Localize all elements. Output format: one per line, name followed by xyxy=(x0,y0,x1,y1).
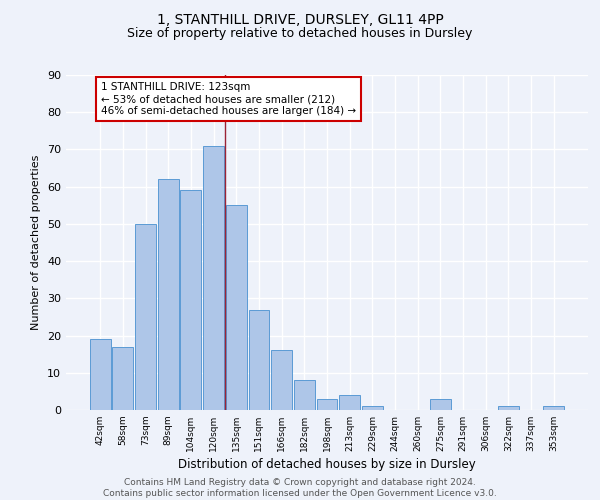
Bar xyxy=(430,399,451,410)
Bar xyxy=(339,395,360,410)
Bar xyxy=(135,224,156,410)
Bar xyxy=(498,406,519,410)
Bar xyxy=(112,346,133,410)
Bar xyxy=(203,146,224,410)
Bar xyxy=(362,406,383,410)
Bar xyxy=(226,206,247,410)
Text: Size of property relative to detached houses in Dursley: Size of property relative to detached ho… xyxy=(127,28,473,40)
Bar xyxy=(158,179,179,410)
Bar xyxy=(294,380,315,410)
X-axis label: Distribution of detached houses by size in Dursley: Distribution of detached houses by size … xyxy=(178,458,476,471)
Bar xyxy=(544,406,564,410)
Bar xyxy=(248,310,269,410)
Text: Contains HM Land Registry data © Crown copyright and database right 2024.
Contai: Contains HM Land Registry data © Crown c… xyxy=(103,478,497,498)
Bar xyxy=(317,399,337,410)
Bar xyxy=(271,350,292,410)
Text: 1, STANTHILL DRIVE, DURSLEY, GL11 4PP: 1, STANTHILL DRIVE, DURSLEY, GL11 4PP xyxy=(157,12,443,26)
Y-axis label: Number of detached properties: Number of detached properties xyxy=(31,155,41,330)
Text: 1 STANTHILL DRIVE: 123sqm
← 53% of detached houses are smaller (212)
46% of semi: 1 STANTHILL DRIVE: 123sqm ← 53% of detac… xyxy=(101,82,356,116)
Bar xyxy=(90,340,110,410)
Bar xyxy=(181,190,202,410)
